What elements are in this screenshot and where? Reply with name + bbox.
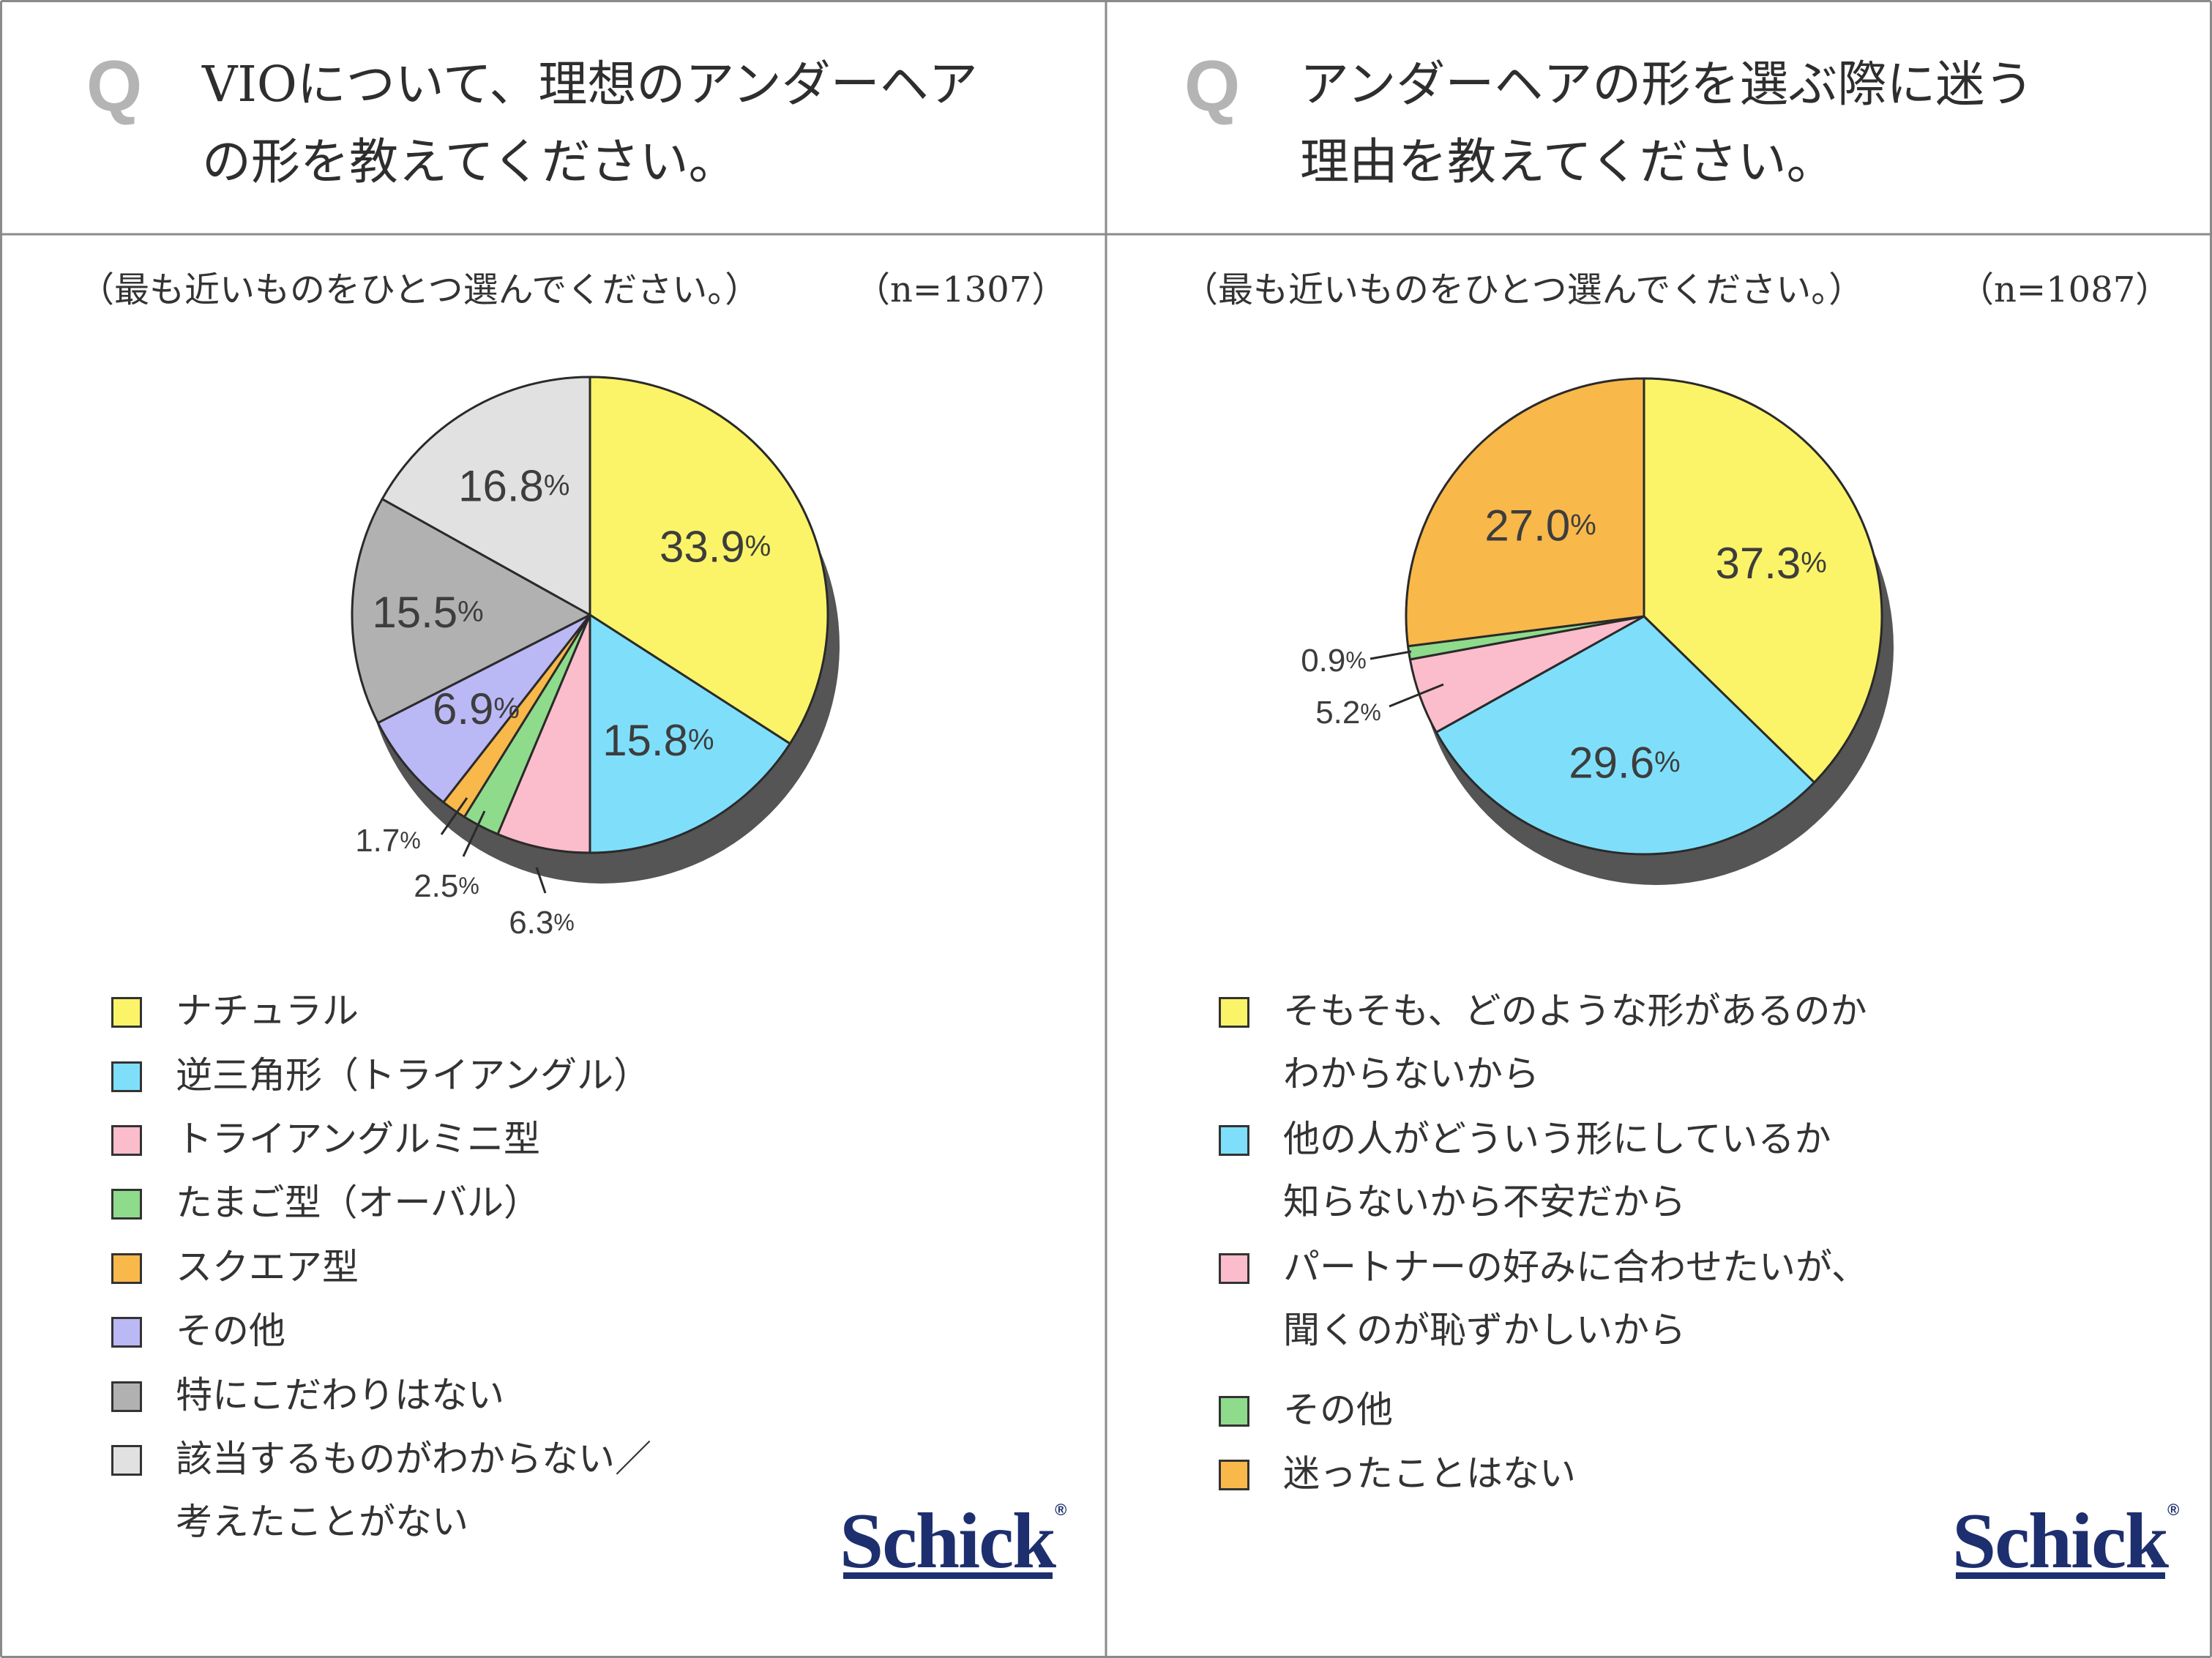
data-label: 1.7% [355,823,421,859]
schick-logo: Schick® [840,1501,1066,1581]
chart-panel-vio-ideal-shape: Q VIOについて、理想のアンダーヘア の形を教えてください。 （最も近いものを… [79,45,1067,1581]
pie-slice [376,613,591,804]
question-mark-icon: Q [1184,45,1241,126]
data-label: 2.5% [414,868,479,904]
legend-swatch [1219,1253,1249,1284]
legend-label: ナチュラル [176,990,359,1032]
question-mark-icon: Q [86,45,143,126]
pie-slice [1405,377,1645,648]
data-label: 16.8% [458,461,569,510]
pie-slice [1435,615,1816,856]
leader-line [440,797,468,835]
legend-label: わからないから [1283,1053,1539,1095]
data-label: 15.5% [372,588,483,637]
pie-slice [351,498,591,724]
legend-swatch [111,1125,142,1156]
legend-label: その他 [1283,1389,1393,1431]
question-line-2: の形を教えてください。 [202,133,738,190]
data-label: 37.3% [1716,538,1827,587]
data-label: 6.3% [509,905,575,941]
data-label: 33.9% [660,522,771,571]
legend-swatch [111,1061,142,1092]
legend-label: 他の人がどういう形にしているか [1283,1118,1831,1160]
legend-label: 聞くのが恥ずかしいから [1283,1309,1686,1351]
pie-chart: 33.9% 15.8% 6.3% 2.5% 1.7% 6.9% 15.5% 16.8% [351,376,840,941]
leader-line [462,810,486,857]
logo-text: Schick [840,1498,1056,1585]
legend-label: たまご型（オーバル） [176,1181,540,1224]
legend-swatch [1219,1396,1249,1427]
question-line-1: アンダーヘアの形を選ぶ際に迷う [1300,56,2034,113]
legend-swatch [111,1381,142,1412]
pie-slice [589,613,791,854]
legend-label: 迷ったことはない [1283,1452,1576,1495]
legend-label: そもそも、どのような形があるのか [1283,990,1867,1032]
data-label: 0.9% [1301,643,1367,679]
legend-swatch [111,997,142,1028]
sample-size: （n=1307） [855,269,1067,310]
legend-label: その他 [176,1310,285,1352]
legend-swatch [1219,1125,1249,1156]
question-line-1: VIOについて、理想のアンダーヘア [202,56,978,113]
legend-label: パートナーの好みに合わせたいが、 [1283,1246,1868,1288]
question-line-2: 理由を教えてください。 [1300,133,1836,190]
pie-slice [381,376,591,616]
leader-line [535,867,547,894]
legend-label: 該当するものがわからない／ [176,1438,651,1480]
logo-underline [843,1572,1053,1579]
leader-line [1370,650,1412,660]
data-label: 6.9% [433,684,520,733]
legend-label: 逆三角形（トライアングル） [176,1054,650,1097]
instruction-note: （最も近いものをひとつ選んでください。） [1183,269,1864,310]
chart-panel-reasons-hesitate: Q アンダーヘアの形を選ぶ際に迷う 理由を教えてください。 （最も近いものをひと… [1106,0,2212,1658]
data-label: 5.2% [1315,695,1381,731]
legend-swatch [1219,1460,1249,1490]
legend-label: 知らないから不安だから [1283,1181,1686,1223]
logo-underline [1956,1572,2165,1579]
data-label: 27.0% [1484,501,1596,550]
legend-swatch [111,1189,142,1220]
pie-slice [496,613,591,854]
schick-logo: Schick® [1952,1501,2179,1581]
legend-swatch [111,1253,142,1284]
leader-line [1389,683,1444,708]
legend-swatch [111,1317,142,1348]
sample-size: （n=1087） [1959,269,2171,310]
legend-swatch [1219,997,1249,1028]
logo-registered-mark: ® [1055,1501,1066,1519]
data-label: 29.6% [1569,738,1680,787]
pie-slice [1643,377,1883,784]
instruction-note: （最も近いものをひとつ選んでください。） [79,269,761,310]
logo-registered-mark: ® [2167,1501,2179,1519]
legend-swatch [111,1445,142,1476]
legend-label: 特にこだわりはない [176,1374,504,1416]
data-label: 15.8% [602,716,714,765]
legend-label: 考えたことがない [176,1501,468,1543]
pie-chart: 37.3% 29.6% 5.2% 0.9% 27.0% [1301,377,1894,885]
legend-label: スクエア型 [176,1246,359,1288]
logo-text: Schick [1952,1498,2169,1585]
legend-label: トライアングルミニ型 [176,1118,540,1160]
